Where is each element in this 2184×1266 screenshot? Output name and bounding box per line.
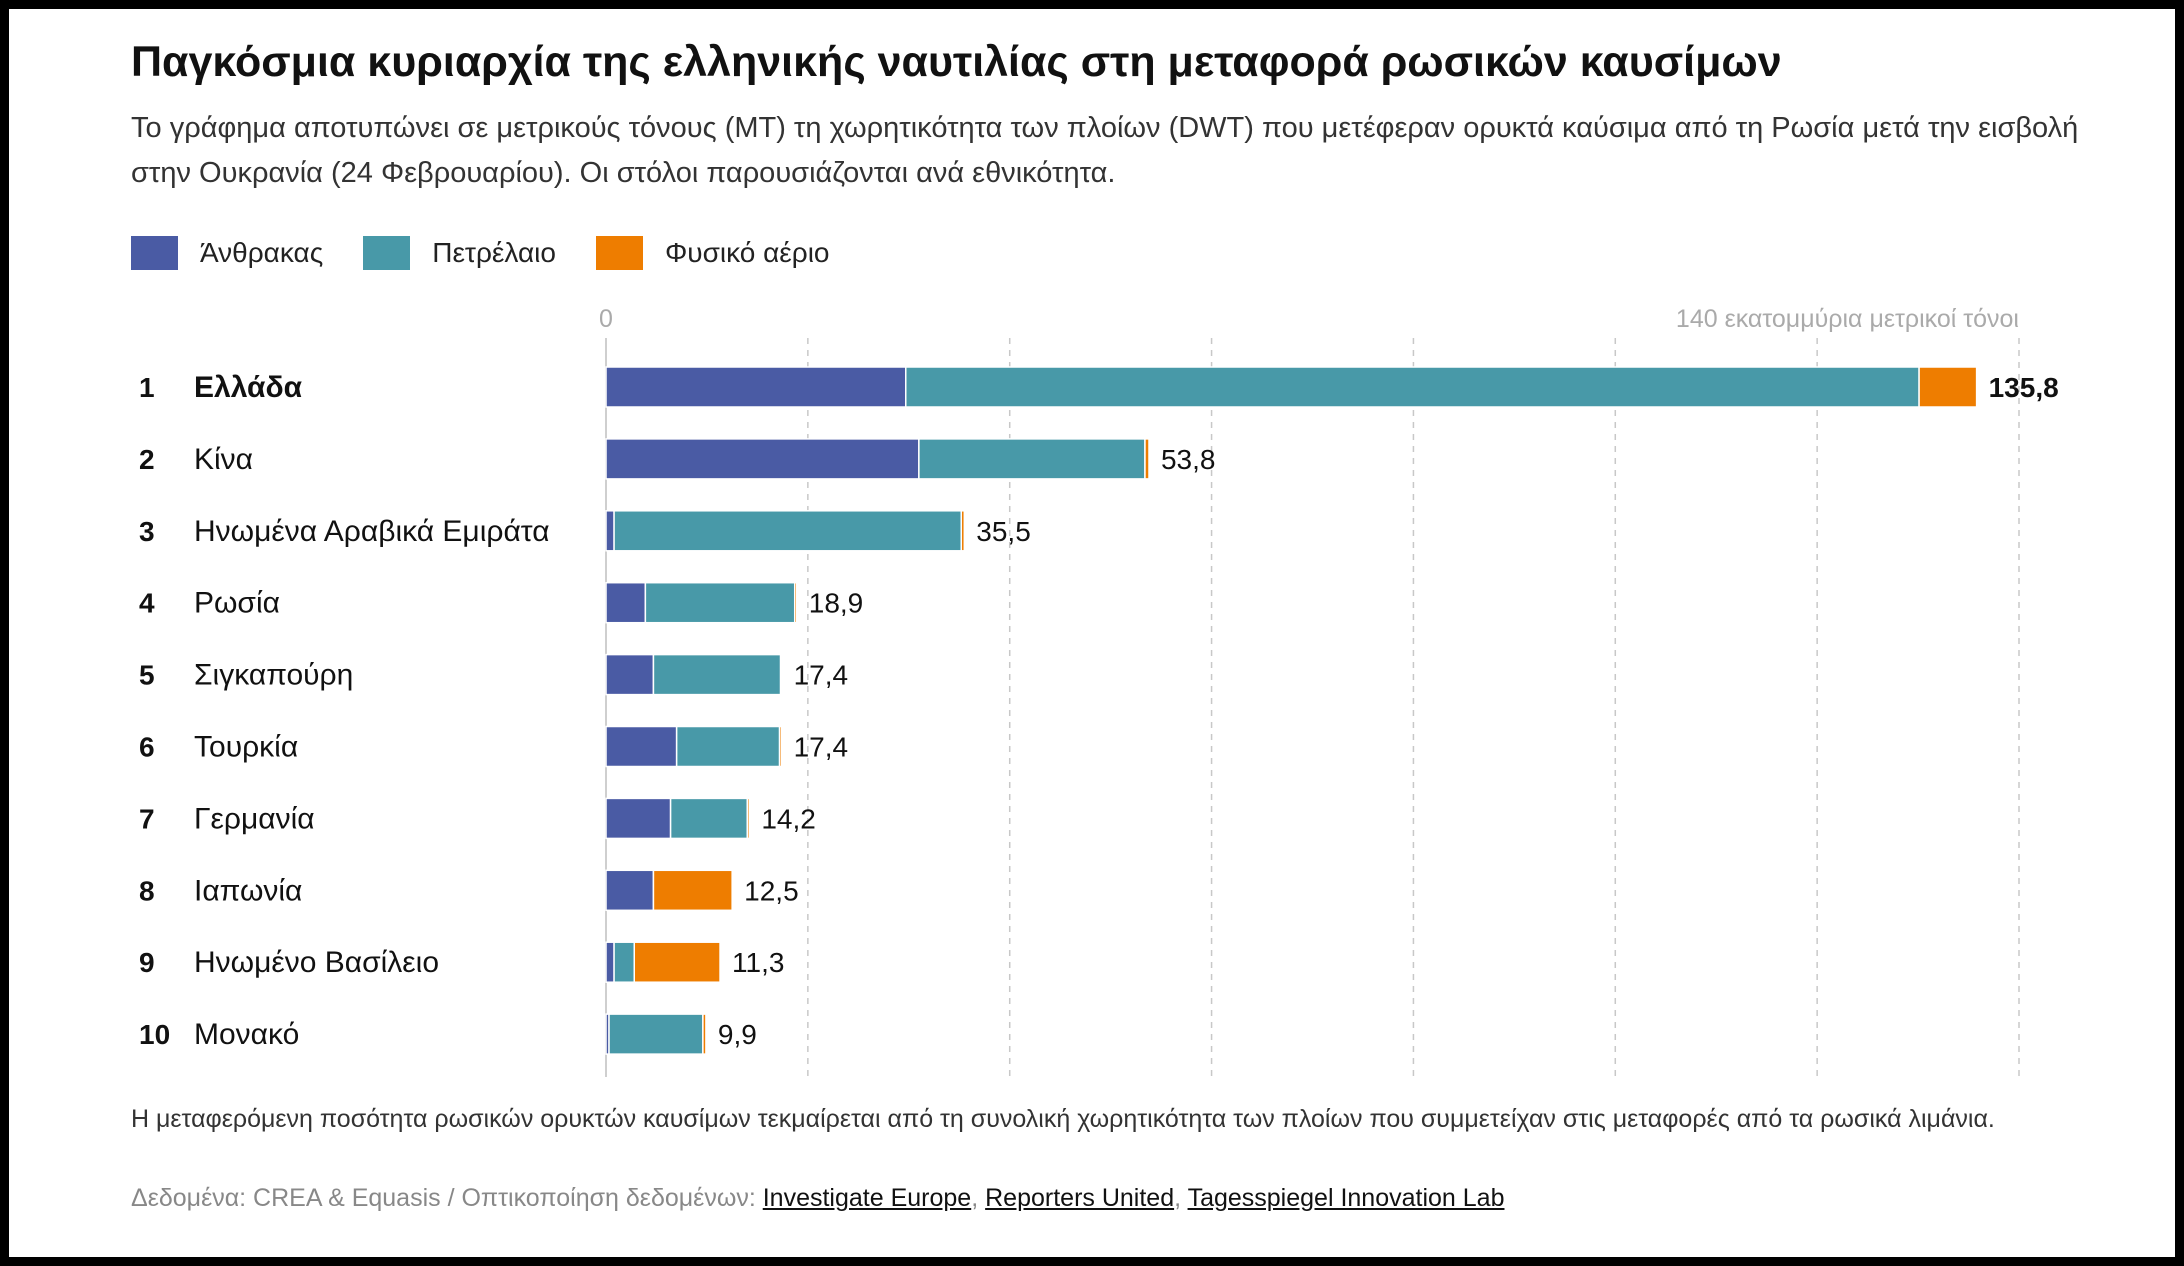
category-label: Ηνωμένο Βασίλειο	[194, 946, 439, 979]
rank-label: 2	[139, 444, 155, 475]
bar-segment-oil	[613, 510, 963, 552]
axis-label-min: 0	[599, 305, 613, 333]
bar-segment-gas	[778, 725, 783, 768]
bar-segment-oil	[905, 366, 1920, 408]
total-label: 17,4	[794, 732, 849, 763]
bar-segment-coal	[605, 581, 647, 624]
legend-swatch-oil	[363, 236, 411, 270]
legend-label-gas: Φυσικό αέριο	[664, 237, 830, 268]
legend-label-oil: Πετρέλαιο	[432, 237, 556, 268]
total-label: 12,5	[744, 875, 799, 906]
rank-label: 10	[139, 1019, 170, 1050]
bar-segment-coal	[605, 869, 655, 912]
rank-label: 8	[139, 875, 155, 906]
bar-segment-gas	[1144, 438, 1150, 480]
bar-segment-oil	[675, 725, 781, 768]
rank-label: 6	[139, 732, 155, 763]
bar-segment-oil	[669, 797, 749, 840]
category-label: Ρωσία	[194, 587, 280, 620]
category-label: Σιγκαπούρη	[194, 659, 353, 692]
source-separator: ,	[971, 1184, 986, 1212]
bar-segment-coal	[605, 941, 615, 983]
bar-segment-oil	[644, 581, 796, 624]
source-separator: ,	[1174, 1184, 1188, 1212]
category-label: Ιαπωνία	[194, 874, 302, 907]
category-label: Ηνωμένα Αραβικά Εμιράτα	[194, 515, 550, 548]
bar-segment-gas	[960, 510, 966, 552]
bar-segment-gas	[779, 653, 783, 696]
source-link-reporters-united[interactable]: Reporters United	[985, 1184, 1175, 1212]
bar-segment-gas	[633, 941, 721, 983]
chart-title: Παγκόσμια κυριαρχία της ελληνικής ναυτιλ…	[131, 38, 1782, 86]
total-label: 135,8	[1989, 372, 2059, 403]
bar-segment-oil	[652, 653, 782, 696]
legend-item-gas: Φυσικό αέριο	[595, 236, 830, 270]
total-label: 14,2	[761, 803, 816, 834]
category-label: Ελλάδα	[194, 371, 303, 404]
rank-label: 3	[139, 516, 155, 547]
bar-segment-gas	[652, 869, 733, 912]
legend-swatch-gas	[595, 236, 643, 270]
bar-segment-gas	[702, 1013, 707, 1055]
category-label: Γερμανία	[194, 802, 315, 835]
category-label: Κίνα	[194, 443, 253, 476]
legend-item-oil: Πετρέλαιο	[363, 236, 556, 270]
axis-label-max: 140 εκατομμύρια μετρικοί τόνοι	[1676, 305, 2019, 333]
total-label: 53,8	[1161, 444, 1216, 475]
legend-item-coal: Άνθρακας	[131, 236, 323, 270]
rank-label: 4	[139, 588, 155, 619]
source-prefix: Δεδομένα: CREA & Equasis / Οπτικοποίηση …	[131, 1184, 763, 1212]
bar-segment-oil	[613, 941, 636, 983]
legend-label-coal: Άνθρακας	[200, 237, 324, 268]
rank-label: 1	[139, 372, 155, 403]
bar-segment-coal	[605, 510, 615, 552]
bar-segment-gas	[746, 797, 751, 840]
category-label: Τουρκία	[194, 731, 298, 764]
chart-subtitle: Το γράφημα αποτυπώνει σε μετρικούς τόνου…	[131, 112, 2079, 189]
legend: Άνθρακας Πετρέλαιο Φυσικό αέριο	[131, 236, 870, 270]
legend-swatch-coal	[131, 236, 178, 270]
bar-segment-coal	[605, 725, 678, 768]
bar-segment-gas	[1918, 366, 1978, 408]
bar-segment-coal	[605, 366, 907, 408]
total-label: 17,4	[794, 660, 849, 691]
bar-segment-oil	[918, 438, 1146, 480]
total-label: 11,3	[732, 947, 784, 978]
footnote: Η μεταφερόμενη ποσότητα ρωσικών ορυκτών …	[131, 1105, 1995, 1133]
bar-segment-gas	[793, 581, 798, 624]
source-line: Δεδομένα: CREA & Equasis / Οπτικοποίηση …	[131, 1184, 1504, 1213]
bar-segment-coal	[605, 653, 655, 696]
bar-segment-coal	[605, 438, 920, 480]
total-label: 9,9	[718, 1019, 757, 1050]
rank-label: 5	[139, 660, 155, 691]
total-label: 35,5	[976, 516, 1030, 547]
rank-label: 9	[139, 947, 155, 978]
bar-segment-coal	[605, 797, 672, 840]
source-link-investigate-europe[interactable]: Investigate Europe	[762, 1184, 972, 1212]
category-label: Μονακό	[194, 1018, 299, 1051]
source-link-tagesspiegel[interactable]: Tagesspiegel Innovation Lab	[1187, 1184, 1505, 1212]
rank-label: 7	[139, 803, 155, 834]
chart-frame	[9, 9, 2175, 1257]
bar-segment-oil	[608, 1013, 704, 1055]
total-label: 18,9	[809, 588, 864, 619]
